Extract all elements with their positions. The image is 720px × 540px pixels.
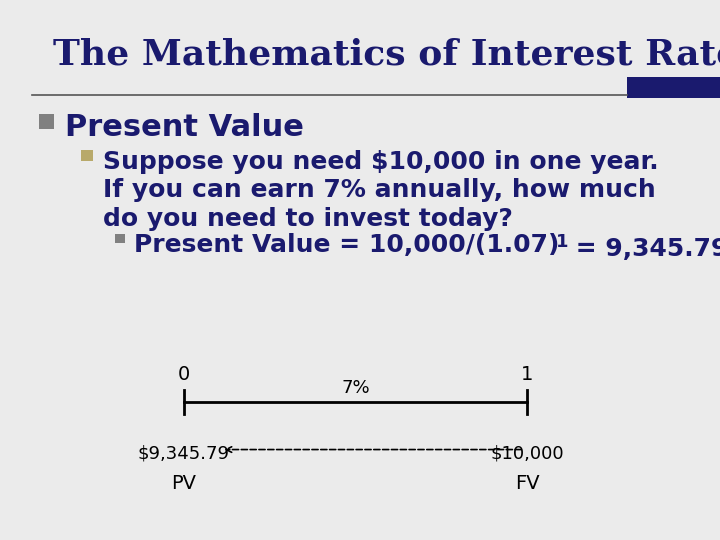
Text: FV: FV: [515, 474, 540, 493]
Text: 1: 1: [521, 364, 534, 383]
Text: Suppose you need $10,000 in one year.: Suppose you need $10,000 in one year.: [102, 150, 658, 173]
Bar: [627, 77, 720, 98]
Text: PV: PV: [171, 474, 196, 493]
Text: Present Value = 10,000/(1.07): Present Value = 10,000/(1.07): [134, 233, 559, 257]
Text: $10,000: $10,000: [490, 444, 564, 462]
Text: 1: 1: [557, 233, 569, 251]
Text: If you can earn 7% annually, how much: If you can earn 7% annually, how much: [102, 178, 655, 202]
Text: Present Value: Present Value: [66, 113, 305, 143]
Text: = 9,345.79: = 9,345.79: [567, 237, 720, 261]
Bar: [115, 234, 125, 243]
Text: $9,345.79: $9,345.79: [138, 444, 230, 462]
Text: 0: 0: [178, 364, 190, 383]
Bar: [81, 150, 93, 161]
Text: 7%: 7%: [341, 379, 370, 397]
Text: The Mathematics of Interest Rates: The Mathematics of Interest Rates: [53, 38, 720, 72]
Bar: [40, 114, 55, 129]
Text: do you need to invest today?: do you need to invest today?: [102, 207, 513, 231]
